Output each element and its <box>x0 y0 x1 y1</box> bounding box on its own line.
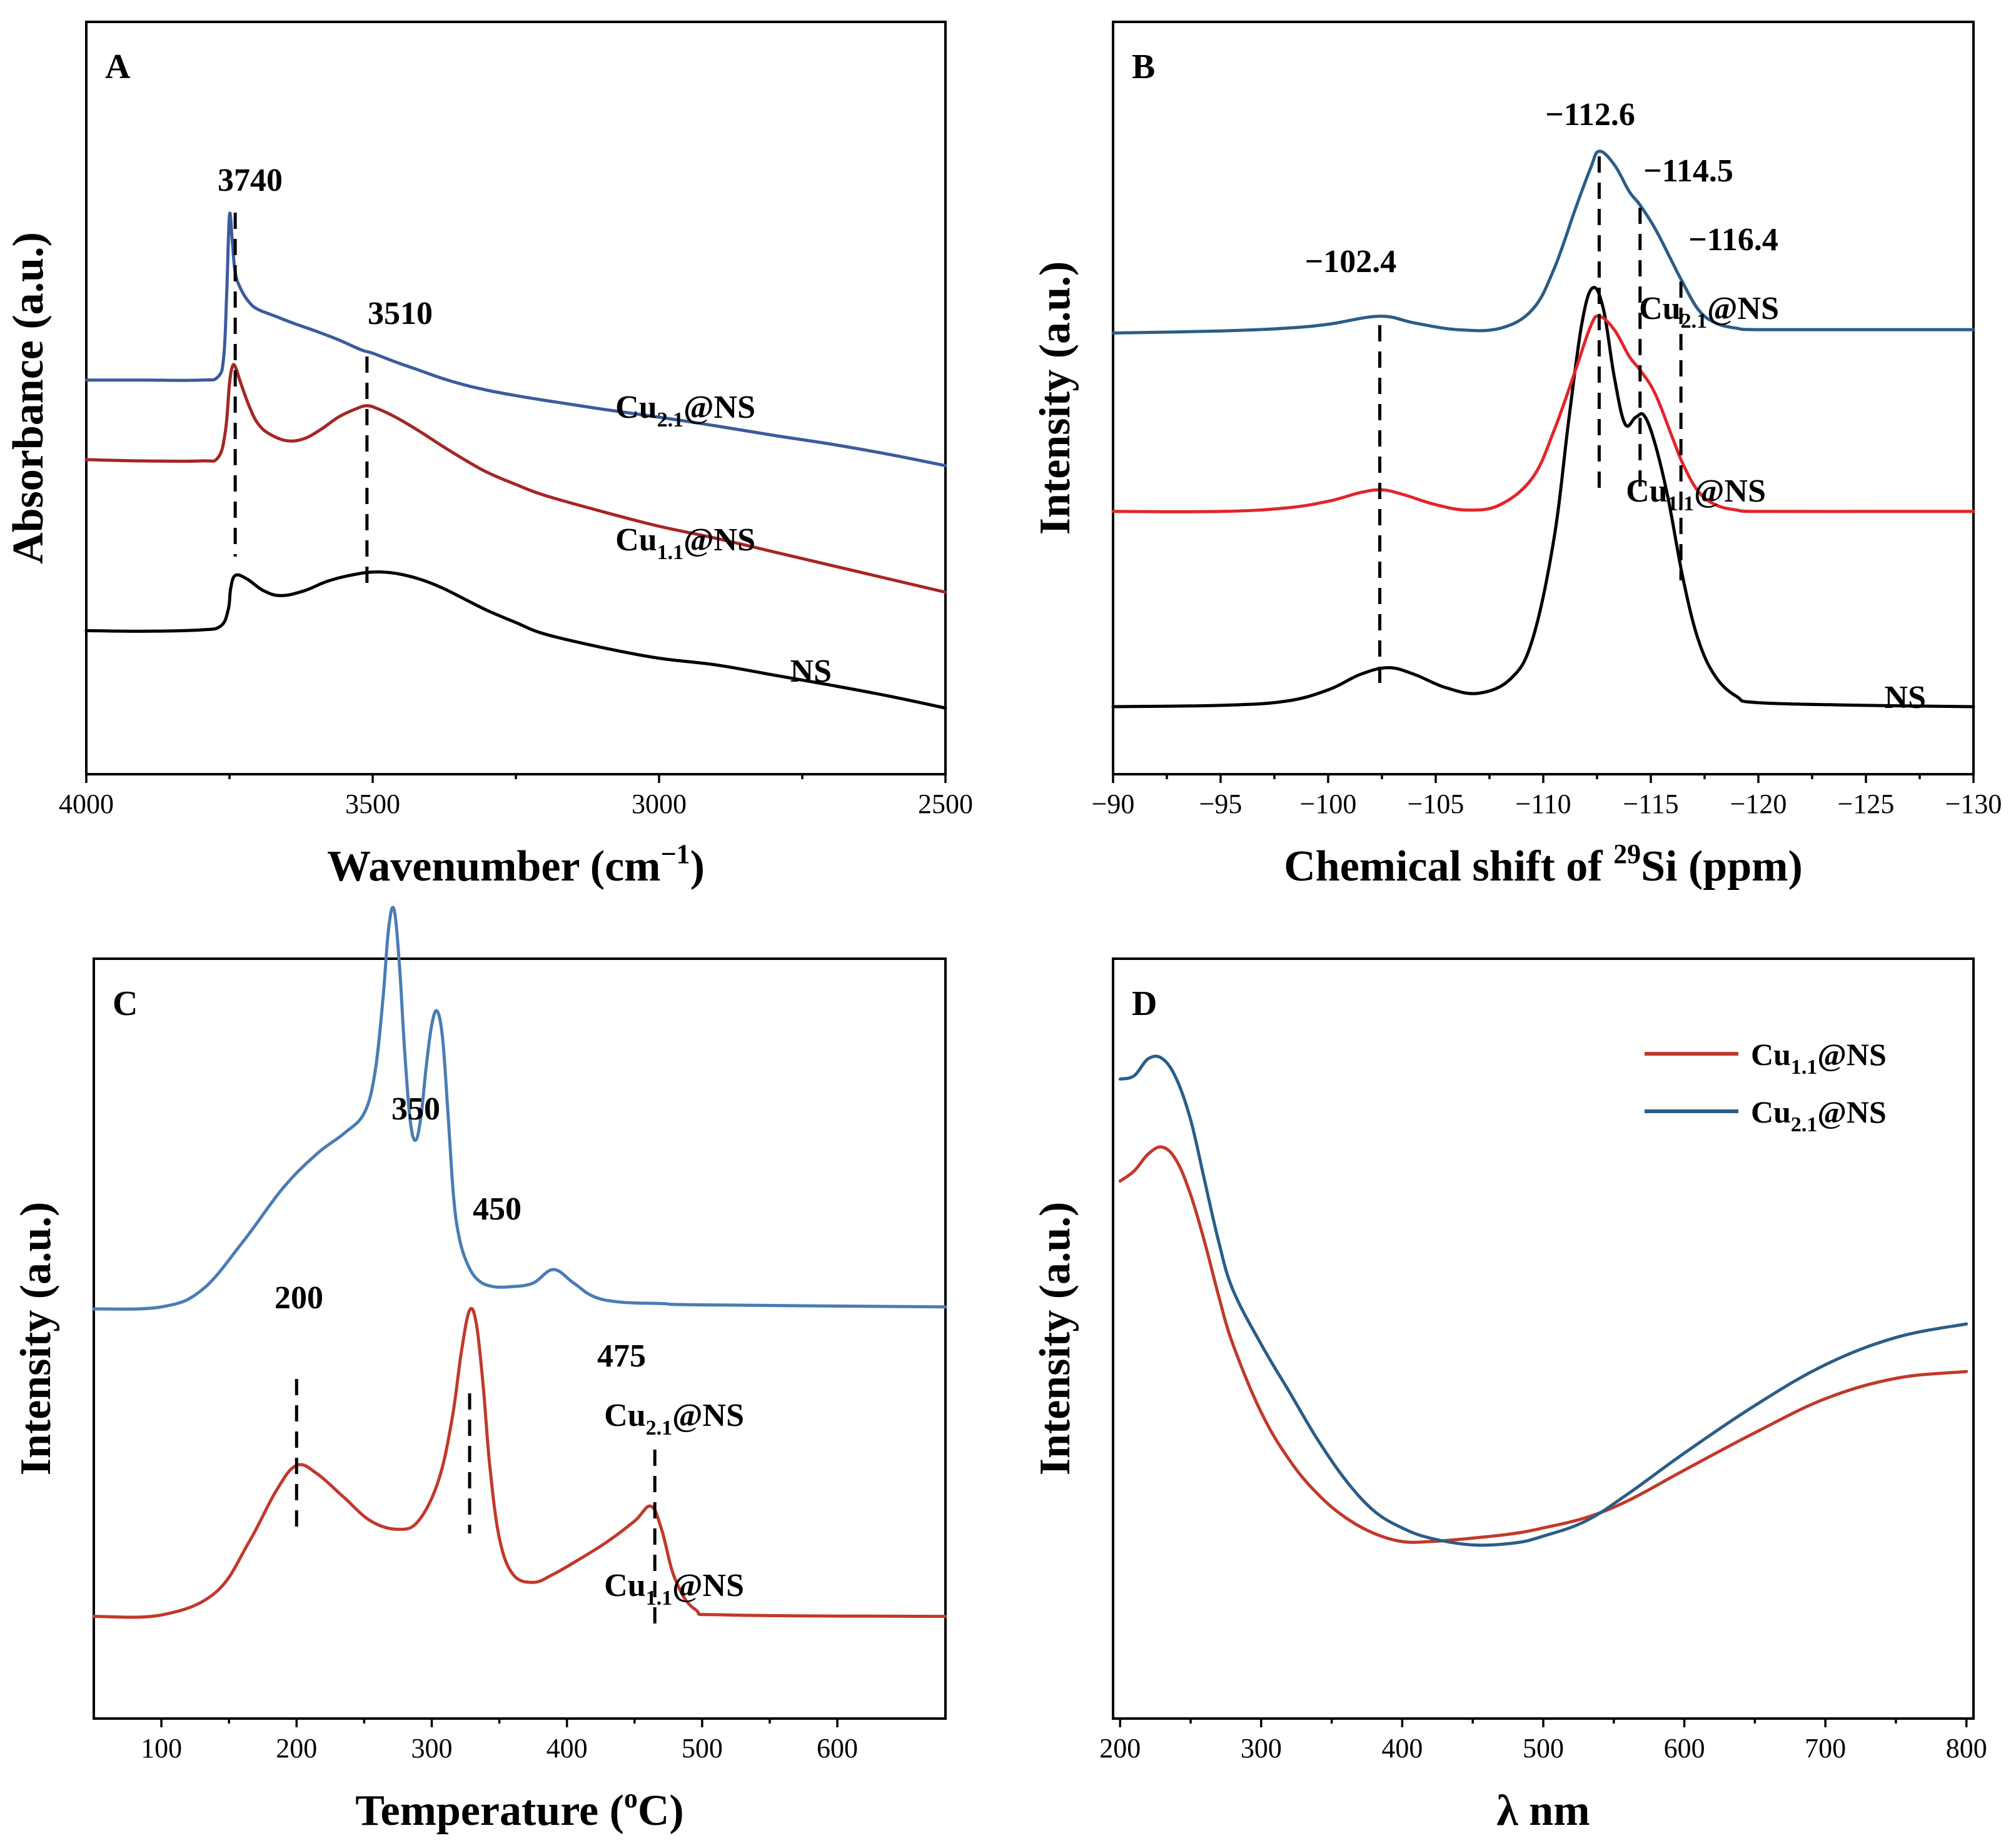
peak-annotation: −116.4 <box>1688 222 1778 258</box>
series-label-cu2-1-ns: Cu2.1@NS <box>615 390 755 432</box>
y-axis-title: Intensity (a.u.) <box>12 1202 60 1476</box>
series-line-cu1-1-ns <box>1118 1145 1968 1544</box>
series-line-cu2-1-ns <box>84 211 947 468</box>
series-label-ns: NS <box>790 654 832 689</box>
series-label-cu2-1-ns: Cu2.1@NS <box>604 1398 744 1440</box>
x-tick-label: −90 <box>1092 789 1135 819</box>
y-axis-title: Intensity (a.u.) <box>1031 261 1079 535</box>
x-tick-label: −100 <box>1300 789 1357 819</box>
y-axis-title: Absorbance (a.u.) <box>4 232 53 564</box>
x-tick-label: −125 <box>1838 789 1895 819</box>
y-axis-title: Intensity (a.u.) <box>1031 1202 1079 1476</box>
series-line-cu1-1-ns <box>84 363 947 594</box>
x-tick-label: 2500 <box>918 789 973 819</box>
peak-annotation: 3740 <box>218 163 283 198</box>
panels: A 4000 3500 3000 2500 Wavenumber (cm−1) Absorb… <box>4 21 2002 1835</box>
peak-annotation: 475 <box>597 1338 646 1374</box>
x-axis-title: Wavenumber (cm−1) <box>327 839 705 891</box>
panel-c: C 100 200 300 400 500 600 Temperature (oC) Inten… <box>12 906 947 1835</box>
x-tick-label: 100 <box>141 1733 182 1764</box>
panel-d: D 200 300 400 500 600 700 800 λ nm Intensity (a.u… <box>1031 957 1987 1835</box>
x-tick-label: 200 <box>276 1733 317 1764</box>
x-tick-label: −105 <box>1408 789 1464 819</box>
x-tick-label: 600 <box>817 1733 858 1764</box>
series-label-cu1-1-ns: Cu1.1@NS <box>1626 473 1766 515</box>
x-tick-label: 3000 <box>632 789 687 819</box>
peak-annotation: −114.5 <box>1643 153 1733 189</box>
panel-letter: A <box>105 48 131 86</box>
x-tick-label: −95 <box>1199 789 1242 819</box>
series-line-ns <box>84 570 947 710</box>
panel-a: A 4000 3500 3000 2500 Wavenumber (cm−1) Absorb… <box>4 21 973 891</box>
x-axis-title: Temperature (oC) <box>355 1783 684 1835</box>
series-line-cu1-1-ns <box>92 1306 947 1619</box>
x-tick-label: 700 <box>1805 1733 1846 1764</box>
x-tick-label: −120 <box>1730 789 1787 819</box>
peak-annotation: −102.4 <box>1305 244 1397 280</box>
series-line-cu2-1-ns <box>1111 149 1975 335</box>
panel-letter: B <box>1132 48 1155 86</box>
legend-label: Cu1.1@NS <box>1751 1037 1887 1079</box>
x-tick-label: −130 <box>1945 789 2002 819</box>
series-label-ns: NS <box>1885 680 1926 715</box>
x-tick-label: 3500 <box>345 789 400 819</box>
x-tick-label: 200 <box>1099 1733 1141 1764</box>
x-tick-label: 4000 <box>59 789 114 819</box>
series-label-cu1-1-ns: Cu1.1@NS <box>615 522 755 564</box>
series-label-cu2-1-ns: Cu2.1@NS <box>1639 291 1779 333</box>
x-tick-label: 400 <box>1381 1733 1423 1764</box>
x-tick-label: 500 <box>1523 1733 1564 1764</box>
peak-annotation: 350 <box>391 1091 440 1127</box>
peak-annotation: 3510 <box>368 296 433 331</box>
peak-annotation: 450 <box>473 1191 522 1227</box>
panel-letter: C <box>113 984 138 1023</box>
x-tick-label: 500 <box>682 1733 723 1764</box>
series-line-cu2-1-ns <box>92 906 947 1311</box>
panel-letter: D <box>1132 984 1157 1023</box>
x-tick-label: 800 <box>1946 1733 1987 1764</box>
x-tick-label: 600 <box>1664 1733 1705 1764</box>
panel-b: B −90 −95 −100 −105 −110 −115 −120 −125 −130 Chemi… <box>1031 21 2002 891</box>
x-axis-title: λ nm <box>1496 1787 1590 1835</box>
x-tick-label: −110 <box>1515 789 1571 819</box>
legend-label: Cu2.1@NS <box>1751 1094 1887 1136</box>
x-tick-label: 300 <box>1241 1733 1282 1764</box>
plot-frame <box>93 957 947 1720</box>
x-tick-label: 300 <box>411 1733 452 1764</box>
series-line-ns <box>1111 286 1975 709</box>
legend: Cu1.1@NS Cu2.1@NS <box>1645 1037 1887 1136</box>
series-label-cu1-1-ns: Cu1.1@NS <box>604 1568 744 1610</box>
series-line-cu2-1-ns <box>1118 1054 1968 1547</box>
x-tick-label: −115 <box>1623 789 1678 819</box>
peak-annotation: 200 <box>275 1280 323 1316</box>
series-line-cu1-1-ns <box>1111 314 1975 513</box>
peak-annotation: −112.6 <box>1545 97 1635 133</box>
x-tick-label: 400 <box>547 1733 588 1764</box>
x-axis-title: Chemical shift of 29Si (ppm) <box>1284 839 1803 891</box>
